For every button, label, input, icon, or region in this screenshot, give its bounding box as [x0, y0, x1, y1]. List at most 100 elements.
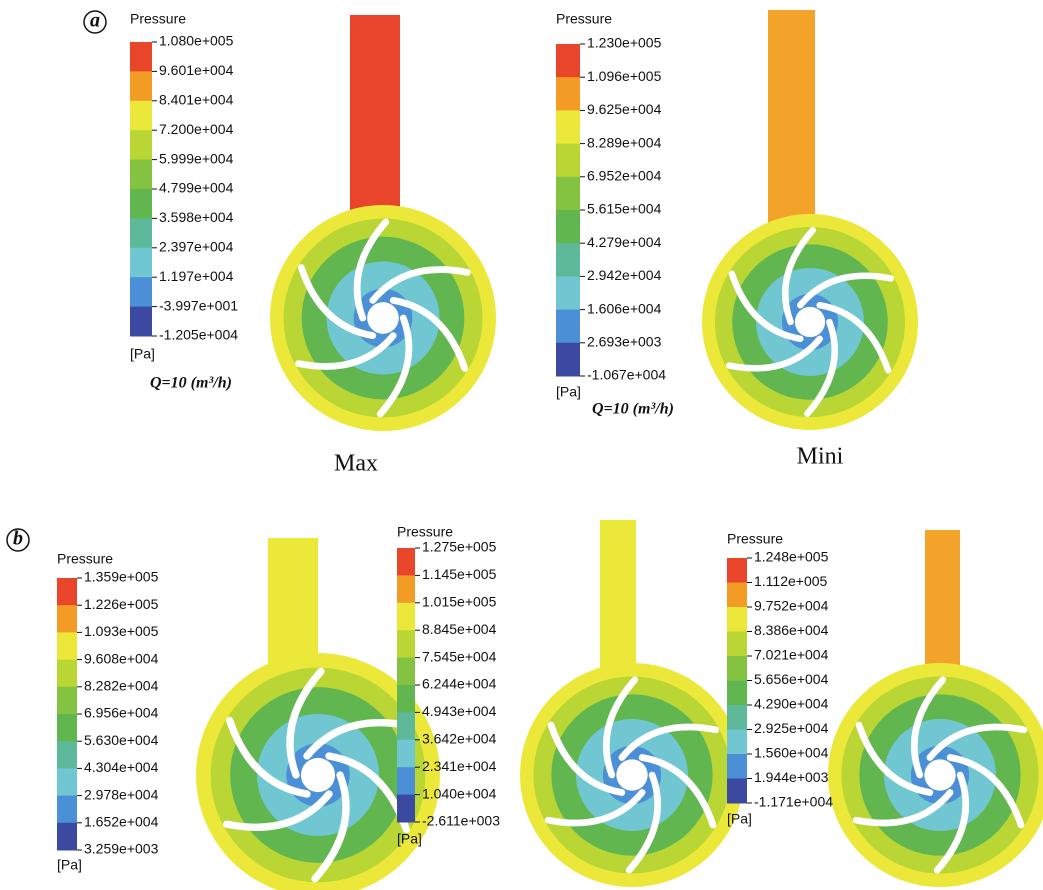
- caption: Mini: [797, 444, 844, 470]
- legend-tick-label: 8.289e+004: [587, 134, 662, 150]
- flow-rate: Q=10 (m³/h): [592, 401, 674, 418]
- legend-tick-label: 2.397e+004: [159, 239, 234, 255]
- color-band: [397, 548, 415, 576]
- color-band: [397, 767, 415, 795]
- color-band: [556, 110, 580, 144]
- legend-tick-label: -1.205e+004: [159, 327, 238, 343]
- legend-unit: [Pa]: [57, 857, 82, 873]
- legend-tick-label: 7.200e+004: [159, 121, 234, 137]
- color-band: [727, 632, 747, 657]
- figure: aPressure1.080e+0059.601e+0048.401e+0047…: [0, 0, 1043, 890]
- legend-title: Pressure: [397, 524, 453, 540]
- color-band: [57, 823, 77, 851]
- color-band: [130, 101, 152, 131]
- color-band: [397, 712, 415, 740]
- legend-tick-label: 1.652e+004: [84, 814, 159, 830]
- legend-tick-label: 9.625e+004: [587, 101, 662, 117]
- legend-tick-label: 9.601e+004: [159, 62, 234, 78]
- pump-contour: [828, 530, 1043, 887]
- color-band: [130, 248, 152, 278]
- color-band: [57, 578, 77, 606]
- hub: [795, 307, 825, 337]
- panel-label: b: [13, 528, 23, 550]
- color-band: [397, 740, 415, 768]
- flow-rate: Q=10 (m³/h): [150, 375, 232, 392]
- legend-title: Pressure: [57, 551, 113, 567]
- color-band: [397, 658, 415, 686]
- legend-tick-label: 1.080e+005: [159, 33, 234, 49]
- color-band: [130, 218, 152, 248]
- caption: Max: [334, 451, 378, 477]
- legend-tick-label: 1.096e+005: [587, 68, 662, 84]
- color-band: [727, 656, 747, 681]
- color-band: [397, 630, 415, 658]
- legend-tick-label: 2.978e+004: [84, 786, 159, 802]
- pump-contour: [270, 15, 496, 431]
- legend-tick-label: 4.290e+004: [754, 696, 829, 712]
- legend-tick-label: 8.386e+004: [754, 622, 829, 638]
- legend-tick-label: 9.752e+004: [754, 598, 829, 614]
- legend-tick-label: 3.598e+004: [159, 209, 234, 225]
- color-band: [397, 795, 415, 823]
- legend-title: Pressure: [727, 531, 783, 547]
- legend-tick-label: 4.279e+004: [587, 234, 662, 250]
- color-band: [130, 160, 152, 190]
- legend-tick-label: 4.304e+004: [84, 759, 159, 775]
- legend-tick-label: 1.015e+005: [422, 594, 497, 610]
- legend-tick-label: 6.956e+004: [84, 705, 159, 721]
- legend-tick-label: 2.341e+004: [422, 758, 497, 774]
- color-band: [556, 77, 580, 111]
- color-band: [556, 243, 580, 277]
- legend-tick-label: 1.606e+004: [587, 300, 662, 316]
- hub: [924, 759, 955, 790]
- color-band: [57, 796, 77, 824]
- legend-tick-label: 1.093e+005: [84, 623, 159, 639]
- legend-tick-label: 8.282e+004: [84, 678, 159, 694]
- color-band: [556, 310, 580, 344]
- color-band: [727, 705, 747, 730]
- color-band: [556, 177, 580, 211]
- legend-tick-label: -1.171e+004: [754, 794, 833, 810]
- color-band: [130, 189, 152, 219]
- legend-tick-label: 1.560e+004: [754, 745, 829, 761]
- color-band: [57, 687, 77, 715]
- legend-tick-label: 1.275e+005: [422, 539, 497, 555]
- legend-title: Pressure: [556, 11, 612, 27]
- color-band: [57, 714, 77, 742]
- legend-tick-label: 1.197e+004: [159, 268, 234, 284]
- legend-tick-label: 1.248e+005: [754, 549, 829, 565]
- color-band: [130, 42, 152, 72]
- legend-tick-label: 5.999e+004: [159, 150, 234, 166]
- color-band: [727, 730, 747, 755]
- color-band: [556, 276, 580, 310]
- legend-tick-label: 4.943e+004: [422, 703, 497, 719]
- legend-tick-label: 2.693e+003: [587, 334, 662, 350]
- color-band: [556, 144, 580, 178]
- legend-tick-label: 8.401e+004: [159, 92, 234, 108]
- color-band: [130, 307, 152, 337]
- legend-tick-label: 8.845e+004: [422, 621, 497, 637]
- legend-unit: [Pa]: [556, 384, 581, 400]
- color-band: [397, 603, 415, 631]
- legend-unit: [Pa]: [727, 811, 752, 827]
- legend-tick-label: 1.226e+005: [84, 596, 159, 612]
- legend-tick-label: 1.145e+005: [422, 566, 497, 582]
- legend-tick-label: 3.642e+004: [422, 731, 497, 747]
- hub: [301, 758, 335, 792]
- legend-tick-label: 6.952e+004: [587, 168, 662, 184]
- color-band: [727, 607, 747, 632]
- legend-unit: [Pa]: [130, 346, 155, 362]
- legend-tick-label: -1.067e+004: [587, 367, 666, 383]
- legend-tick-label: 6.244e+004: [422, 676, 497, 692]
- legend-tick-label: -2.611e+003: [422, 813, 500, 829]
- color-band: [57, 741, 77, 769]
- color-band: [57, 632, 77, 660]
- pump-contour: [702, 10, 918, 430]
- legend-tick-label: 1.359e+005: [84, 569, 159, 585]
- hub: [616, 759, 647, 790]
- legend-tick-label: 4.799e+004: [159, 180, 234, 196]
- color-band: [556, 343, 580, 377]
- legend-tick-label: 5.615e+004: [587, 201, 662, 217]
- legend-unit: [Pa]: [397, 831, 422, 847]
- color-band: [727, 583, 747, 608]
